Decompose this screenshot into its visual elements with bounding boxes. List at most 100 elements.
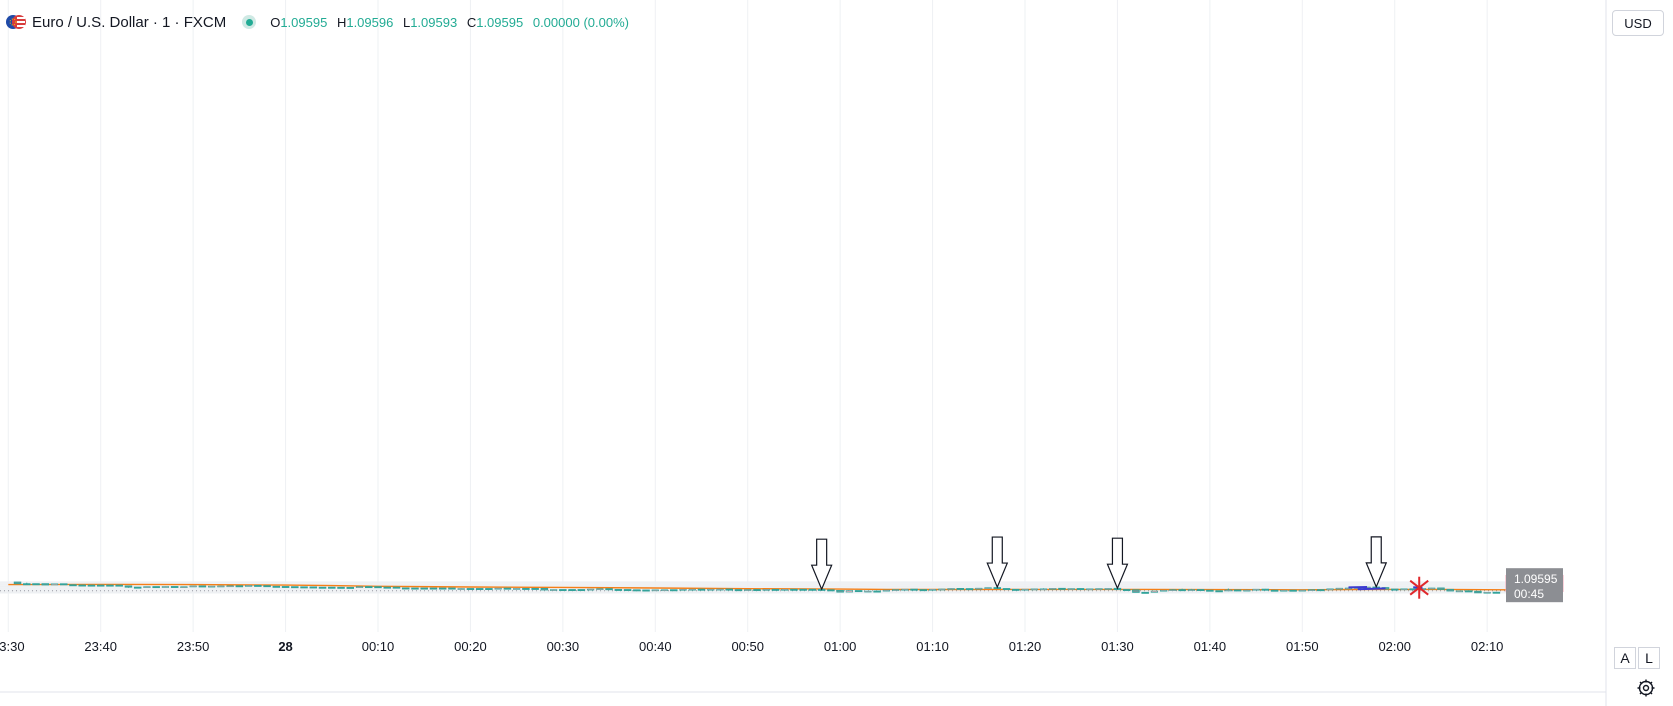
candle[interactable]: [605, 588, 613, 591]
candle[interactable]: [254, 584, 262, 587]
candle[interactable]: [975, 587, 983, 590]
candle[interactable]: [133, 586, 142, 589]
candle[interactable]: [910, 588, 918, 591]
candle[interactable]: [374, 586, 382, 589]
candle[interactable]: [189, 585, 197, 588]
down-arrow-marker[interactable]: [1365, 536, 1388, 589]
candle[interactable]: [771, 588, 780, 591]
candle[interactable]: [1178, 588, 1186, 592]
candle[interactable]: [235, 585, 244, 588]
candle[interactable]: [106, 584, 114, 587]
gear-icon[interactable]: [1636, 678, 1656, 698]
candle[interactable]: [892, 589, 900, 591]
candle[interactable]: [318, 586, 327, 589]
candle[interactable]: [420, 587, 428, 590]
candle[interactable]: [1141, 591, 1149, 594]
candle[interactable]: [1289, 589, 1297, 592]
candle[interactable]: [1067, 588, 1075, 590]
candle[interactable]: [854, 590, 863, 593]
candle[interactable]: [78, 584, 86, 587]
candles-layer[interactable]: [13, 581, 1501, 594]
candle[interactable]: [328, 586, 336, 589]
drawings-layer[interactable]: [810, 536, 1429, 599]
candle[interactable]: [87, 584, 96, 587]
candle[interactable]: [845, 590, 853, 593]
candle[interactable]: [1206, 589, 1214, 592]
candle[interactable]: [1344, 587, 1353, 590]
candle[interactable]: [901, 588, 909, 591]
candle[interactable]: [457, 588, 465, 590]
candle[interactable]: [688, 588, 696, 591]
candle[interactable]: [1455, 590, 1464, 593]
candle[interactable]: [1076, 588, 1085, 590]
candle[interactable]: [355, 586, 364, 588]
candle[interactable]: [1326, 588, 1334, 591]
candle[interactable]: [272, 585, 281, 588]
cross-mark-drawing[interactable]: [1409, 576, 1429, 599]
candle[interactable]: [180, 586, 188, 588]
candle[interactable]: [707, 588, 715, 591]
time-scale[interactable]: 23:30 23:40 23:50 28 00:10 00:20 00:30 00:40 00:…: [0, 639, 1503, 654]
candle[interactable]: [13, 581, 22, 585]
candle[interactable]: [1335, 587, 1343, 590]
candle[interactable]: [928, 588, 937, 591]
candle[interactable]: [965, 588, 974, 591]
candle[interactable]: [59, 583, 68, 586]
candle[interactable]: [161, 586, 170, 588]
candle[interactable]: [1058, 587, 1066, 590]
candle[interactable]: [1196, 589, 1205, 592]
log-scale-button[interactable]: L: [1638, 647, 1660, 669]
candle[interactable]: [143, 586, 151, 588]
candle[interactable]: [365, 586, 373, 589]
candle[interactable]: [291, 586, 299, 589]
candle[interactable]: [1492, 591, 1501, 594]
candle[interactable]: [781, 588, 789, 591]
candle[interactable]: [1298, 589, 1306, 592]
candle[interactable]: [383, 586, 391, 589]
candle[interactable]: [1252, 588, 1260, 591]
candle[interactable]: [1483, 591, 1491, 594]
candle[interactable]: [1437, 587, 1445, 590]
trendline-drawing[interactable]: [1357, 587, 1386, 591]
candle[interactable]: [873, 590, 881, 593]
candle[interactable]: [1002, 588, 1011, 590]
candle[interactable]: [448, 587, 456, 590]
candle[interactable]: [1474, 590, 1482, 594]
candle[interactable]: [679, 588, 687, 591]
candle[interactable]: [69, 584, 77, 587]
candle[interactable]: [513, 588, 521, 590]
candle[interactable]: [152, 586, 160, 589]
candle[interactable]: [586, 588, 595, 591]
candle[interactable]: [1160, 589, 1168, 592]
candle[interactable]: [1307, 589, 1316, 591]
candle[interactable]: [1261, 588, 1270, 591]
candle[interactable]: [1086, 588, 1094, 591]
candle[interactable]: [438, 587, 447, 590]
candle[interactable]: [984, 587, 992, 589]
candle[interactable]: [864, 590, 872, 593]
candle[interactable]: [1464, 590, 1473, 593]
candle[interactable]: [1039, 588, 1048, 591]
candle[interactable]: [392, 586, 401, 589]
candle[interactable]: [281, 586, 290, 588]
candle[interactable]: [1187, 588, 1195, 591]
candle[interactable]: [1428, 587, 1436, 590]
candle[interactable]: [836, 590, 844, 593]
candle[interactable]: [1390, 588, 1399, 591]
candle[interactable]: [522, 588, 530, 590]
candle[interactable]: [790, 588, 798, 591]
candle[interactable]: [115, 584, 123, 587]
candle[interactable]: [623, 589, 632, 592]
candle[interactable]: [23, 582, 31, 586]
market-status-icon[interactable]: [242, 15, 257, 29]
candle[interactable]: [503, 587, 512, 590]
candle[interactable]: [642, 589, 650, 592]
candle[interactable]: [808, 588, 817, 591]
candle[interactable]: [734, 589, 743, 592]
candle[interactable]: [300, 586, 308, 589]
candle[interactable]: [50, 583, 59, 586]
candle[interactable]: [670, 589, 678, 592]
candle[interactable]: [485, 588, 493, 590]
candle[interactable]: [263, 585, 271, 588]
candle[interactable]: [697, 588, 706, 591]
